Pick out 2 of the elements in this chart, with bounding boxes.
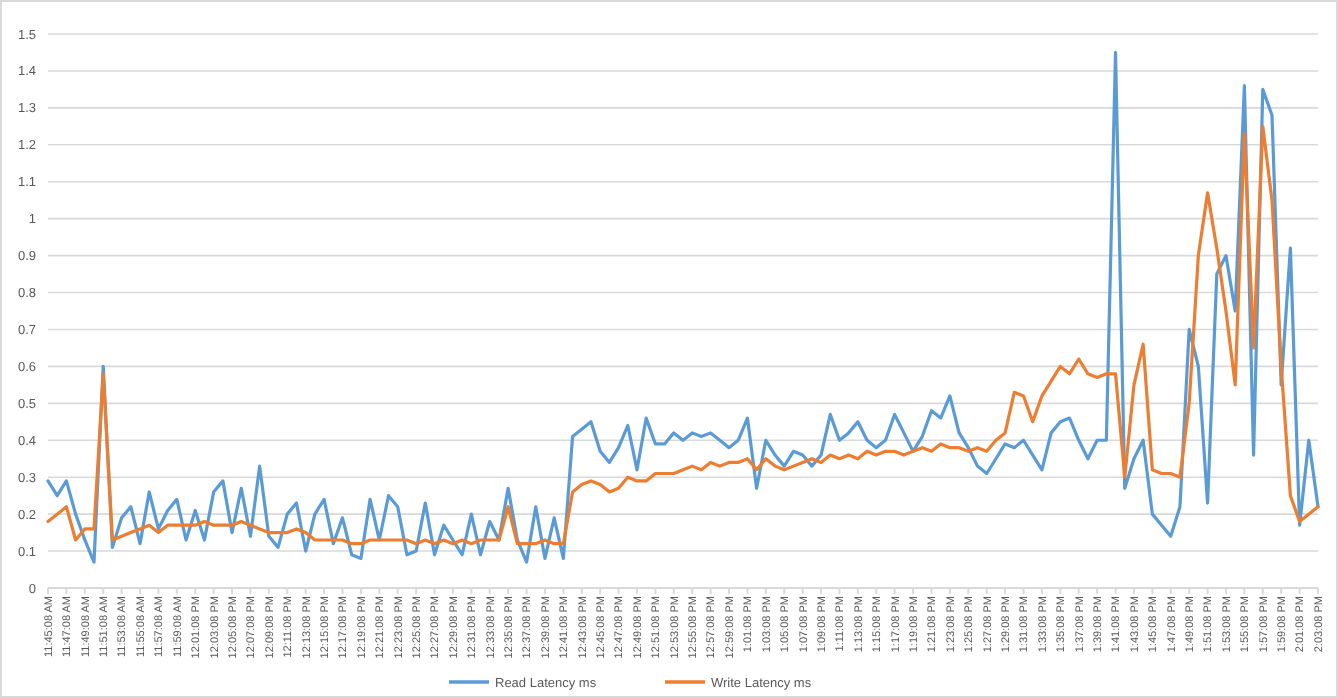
line-series xyxy=(46,124,1320,546)
line-series xyxy=(46,50,1320,564)
